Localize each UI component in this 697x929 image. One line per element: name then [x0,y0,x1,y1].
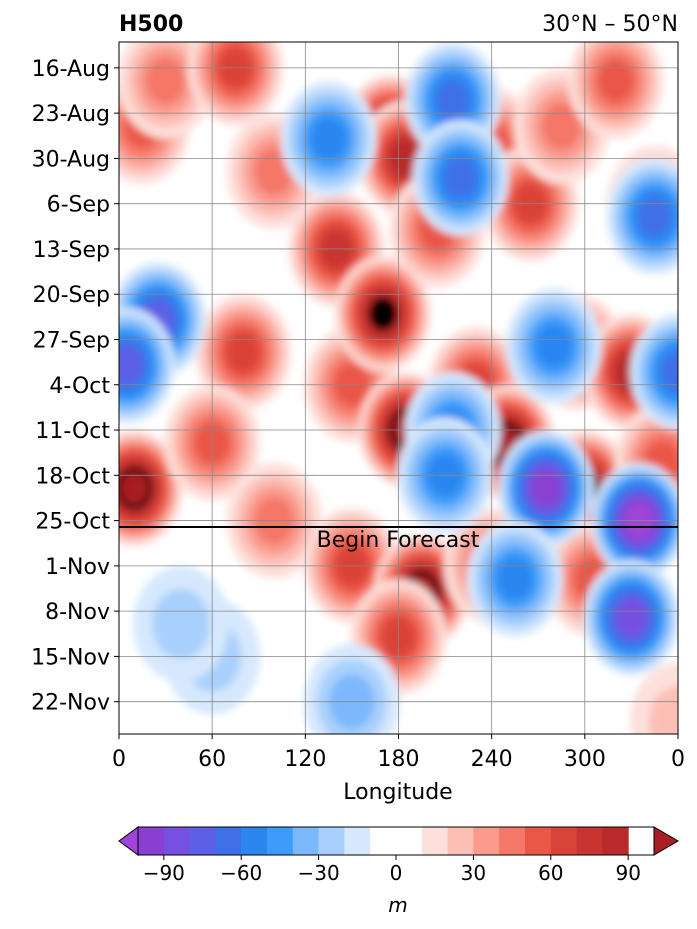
x-tick-label: 0 [112,747,126,772]
colorbar-segment [602,827,629,855]
colorbar-segment [292,827,320,855]
y-tick-label: 23-Aug [32,102,110,127]
colorbar-segment [473,827,500,855]
x-tick-label: 120 [284,747,326,772]
grid-lines [119,42,678,734]
anomaly-feature [187,42,284,126]
anomaly-feature [303,643,400,734]
y-tick-label: 6-Sep [47,193,110,218]
anomaly-feature [119,430,183,547]
x-tick-label: 300 [564,747,606,772]
y-tick-label: 30-Aug [32,147,110,172]
colorbar-segment [370,827,423,855]
anomaly-feature [119,307,175,424]
x-tick-label: 180 [378,747,420,772]
x-axis: 0 60 120 180 240 300 0 [112,734,685,772]
y-tick-label: 1-Nov [45,555,110,580]
plot-area [119,42,678,734]
y-tick-label: 15-Nov [31,645,110,670]
y-tick-label: 16-Aug [32,57,110,82]
colorbar-segment [421,827,449,855]
anomaly-feature [567,42,664,139]
colorbar-segment [550,827,578,855]
anomaly-feature [606,158,678,275]
forecast-marker: Begin Forecast [119,526,678,553]
colorbar: −90 −60 −30 0 30 60 90 [118,826,679,885]
x-tick-label: 240 [471,747,513,772]
anomaly-feature [466,520,563,637]
colorbar-segment [163,827,191,855]
colorbar-segment [138,827,165,855]
colorbar-segment [318,827,345,855]
y-axis: 16-Aug 23-Aug 30-Aug 6-Sep 13-Sep 20-Sep 27-Se… [31,57,119,716]
anomaly-feature [334,255,431,372]
anomaly-feature [280,81,377,198]
x-tick-label: 60 [198,747,226,772]
colorbar-extend-high [653,826,679,856]
y-tick-label: 18-Oct [35,464,110,489]
y-tick-label: 20-Sep [33,283,110,308]
colorbar-segment [189,827,216,855]
anomaly-feature [498,430,595,547]
colorbar-tick-label: −60 [220,861,262,885]
colorbar-tick-label: 0 [390,861,403,885]
anomaly-feature [164,384,261,501]
colorbar-segment [344,827,371,855]
chart-title-right: 30°N – 50°N [542,12,678,37]
colorbar-segment [215,827,242,855]
anomaly-feature [133,566,230,683]
anomaly-feature [412,119,509,236]
y-tick-label: 11-Oct [35,419,110,444]
colorbar-segment [267,827,294,855]
anomaly-feature [505,287,602,404]
colorbar-segment [241,827,268,855]
y-tick-label: 27-Sep [33,328,110,353]
colorbar-tick-label: 30 [461,861,486,885]
anomaly-feature [630,663,678,734]
colorbar-segment [525,827,552,855]
colorbar-segment [447,827,474,855]
forecast-label: Begin Forecast [317,528,480,553]
x-tick-label: 0 [671,747,685,772]
y-tick-label: 13-Sep [33,238,110,263]
anomaly-feature [195,294,292,411]
colorbar-extend-low [118,826,139,856]
y-tick-label: 22-Nov [31,691,110,716]
colorbar-tick-label: 60 [538,861,563,885]
colorbar-label: m [388,893,407,917]
anomaly-feature [583,559,678,676]
colorbar-tick-label: 90 [615,861,640,885]
colorbar-tick-label: −90 [143,861,185,885]
chart-title-left: H500 [119,12,183,37]
x-axis-label: Longitude [343,780,452,805]
y-tick-label: 4-Oct [49,374,110,399]
colorbar-segment [576,827,603,855]
y-tick-label: 8-Nov [45,600,110,625]
anomaly-feature [630,313,678,430]
colorbar-tick-label: −30 [297,861,339,885]
colorbar-segment [499,827,526,855]
y-tick-label: 25-Oct [35,510,110,535]
